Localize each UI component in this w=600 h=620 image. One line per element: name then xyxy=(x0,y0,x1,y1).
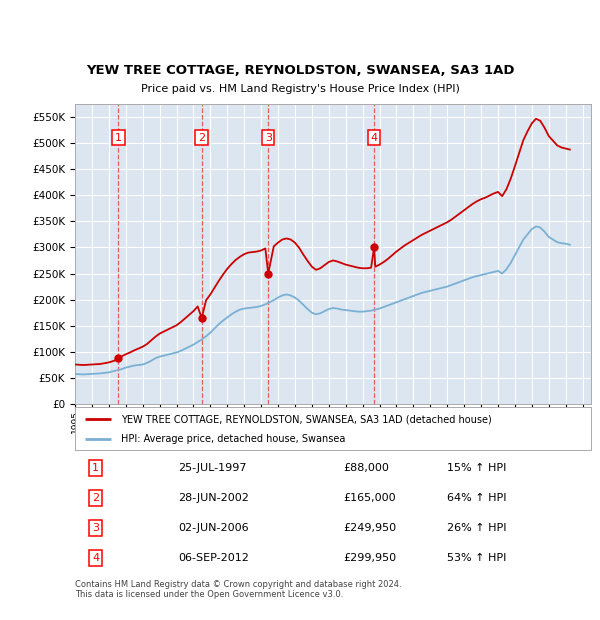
Text: £88,000: £88,000 xyxy=(343,463,389,472)
Text: Price paid vs. HM Land Registry's House Price Index (HPI): Price paid vs. HM Land Registry's House … xyxy=(140,84,460,94)
Text: Contains HM Land Registry data © Crown copyright and database right 2024.
This d: Contains HM Land Registry data © Crown c… xyxy=(75,580,401,599)
Text: £165,000: £165,000 xyxy=(343,493,396,503)
Text: 26% ↑ HPI: 26% ↑ HPI xyxy=(446,523,506,533)
Text: £249,950: £249,950 xyxy=(343,523,397,533)
Text: 2: 2 xyxy=(92,493,99,503)
Text: 02-JUN-2006: 02-JUN-2006 xyxy=(178,523,249,533)
Text: 1: 1 xyxy=(115,133,122,143)
Text: 4: 4 xyxy=(92,554,99,564)
Text: 15% ↑ HPI: 15% ↑ HPI xyxy=(446,463,506,472)
Text: YEW TREE COTTAGE, REYNOLDSTON, SWANSEA, SA3 1AD (detached house): YEW TREE COTTAGE, REYNOLDSTON, SWANSEA, … xyxy=(121,414,492,424)
Text: 4: 4 xyxy=(371,133,377,143)
Text: 06-SEP-2012: 06-SEP-2012 xyxy=(178,554,249,564)
Text: 3: 3 xyxy=(92,523,99,533)
Text: 1: 1 xyxy=(92,463,99,472)
Text: 53% ↑ HPI: 53% ↑ HPI xyxy=(446,554,506,564)
Text: HPI: Average price, detached house, Swansea: HPI: Average price, detached house, Swan… xyxy=(121,434,346,444)
Text: 28-JUN-2002: 28-JUN-2002 xyxy=(178,493,249,503)
Text: 2: 2 xyxy=(198,133,205,143)
Text: 64% ↑ HPI: 64% ↑ HPI xyxy=(446,493,506,503)
Text: YEW TREE COTTAGE, REYNOLDSTON, SWANSEA, SA3 1AD: YEW TREE COTTAGE, REYNOLDSTON, SWANSEA, … xyxy=(86,64,514,77)
Text: 3: 3 xyxy=(265,133,272,143)
Text: 25-JUL-1997: 25-JUL-1997 xyxy=(178,463,247,472)
Text: £299,950: £299,950 xyxy=(343,554,397,564)
